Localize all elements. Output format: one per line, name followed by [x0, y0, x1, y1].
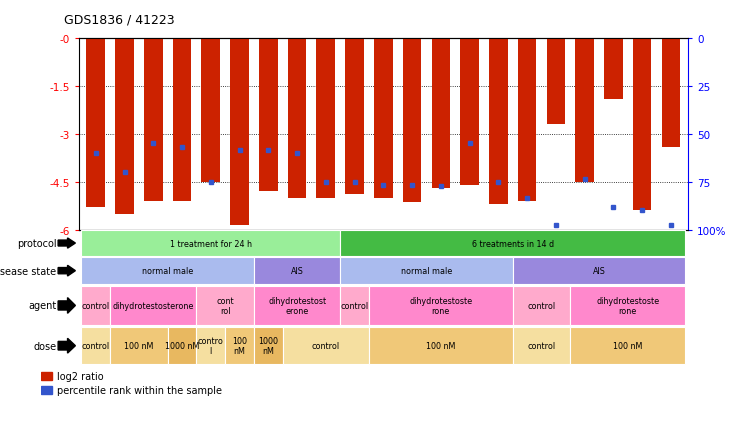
FancyArrow shape	[58, 238, 76, 249]
FancyArrow shape	[58, 266, 76, 276]
Bar	[346, 39, 364, 195]
Bar	[460, 39, 479, 185]
Bar	[512, 257, 685, 285]
Text: GDS1836 / 41223: GDS1836 / 41223	[64, 13, 174, 26]
Bar	[41, 372, 52, 380]
Bar	[570, 327, 685, 365]
Bar	[512, 327, 570, 365]
Bar	[604, 39, 623, 99]
Bar	[197, 327, 225, 365]
Text: 1000
nM: 1000 nM	[258, 336, 278, 355]
Bar	[87, 39, 105, 208]
FancyArrow shape	[58, 339, 76, 353]
Text: 6 treatments in 14 d: 6 treatments in 14 d	[472, 239, 554, 248]
Text: 100 nM: 100 nM	[426, 342, 456, 350]
Bar	[340, 286, 369, 326]
Text: log2 ratio: log2 ratio	[57, 371, 103, 381]
Bar	[369, 286, 512, 326]
Bar	[547, 39, 565, 125]
Bar	[82, 327, 110, 365]
Bar	[340, 230, 685, 256]
Bar	[518, 39, 536, 201]
Bar	[340, 257, 512, 285]
Bar	[254, 257, 340, 285]
Text: contro
l: contro l	[198, 336, 224, 355]
Bar	[168, 327, 197, 365]
Bar	[432, 39, 450, 189]
Text: cont
rol: cont rol	[216, 296, 234, 316]
Bar	[82, 286, 110, 326]
Bar	[575, 39, 594, 182]
Text: disease state: disease state	[0, 266, 57, 276]
Bar	[369, 327, 512, 365]
Text: 100 nM: 100 nM	[613, 342, 643, 350]
Bar	[115, 39, 134, 214]
Bar	[374, 39, 393, 198]
Bar	[230, 39, 249, 225]
Text: normal male: normal male	[142, 266, 193, 276]
Bar	[316, 39, 335, 198]
Text: normal male: normal male	[401, 266, 452, 276]
Bar	[512, 286, 570, 326]
Text: 100 nM: 100 nM	[124, 342, 153, 350]
Text: agent: agent	[28, 301, 57, 311]
Text: AIS: AIS	[592, 266, 605, 276]
Text: 1000 nM: 1000 nM	[165, 342, 199, 350]
Text: dihydrotestoste
rone: dihydrotestoste rone	[409, 296, 473, 316]
FancyArrow shape	[58, 298, 76, 314]
Text: dihydrotestost
erone: dihydrotestost erone	[268, 296, 326, 316]
Bar	[254, 286, 340, 326]
Bar	[82, 257, 254, 285]
Text: control: control	[527, 342, 556, 350]
Text: dose: dose	[34, 341, 57, 351]
Text: control: control	[340, 301, 369, 310]
Bar	[489, 39, 508, 204]
Bar	[225, 327, 254, 365]
Bar	[661, 39, 680, 147]
Text: control: control	[82, 342, 110, 350]
Text: control: control	[82, 301, 110, 310]
Bar	[288, 39, 307, 198]
Bar	[254, 327, 283, 365]
Text: 1 treatment for 24 h: 1 treatment for 24 h	[170, 239, 252, 248]
Bar	[259, 39, 278, 192]
Text: percentile rank within the sample: percentile rank within the sample	[57, 385, 222, 395]
Bar	[283, 327, 369, 365]
Text: control: control	[312, 342, 340, 350]
Bar	[144, 39, 162, 201]
Bar	[110, 327, 168, 365]
Bar	[110, 286, 197, 326]
Bar	[633, 39, 652, 211]
Bar	[197, 286, 254, 326]
Text: control: control	[527, 301, 556, 310]
Bar	[402, 39, 421, 203]
Bar	[82, 230, 340, 256]
Text: protocol: protocol	[17, 239, 57, 248]
Text: dihydrotestoste
rone: dihydrotestoste rone	[596, 296, 659, 316]
Bar	[41, 386, 52, 395]
Text: 100
nM: 100 nM	[232, 336, 247, 355]
Bar	[201, 39, 220, 182]
Text: dihydrotestosterone: dihydrotestosterone	[113, 301, 194, 310]
Bar	[173, 39, 191, 201]
Text: AIS: AIS	[291, 266, 304, 276]
Bar	[570, 286, 685, 326]
